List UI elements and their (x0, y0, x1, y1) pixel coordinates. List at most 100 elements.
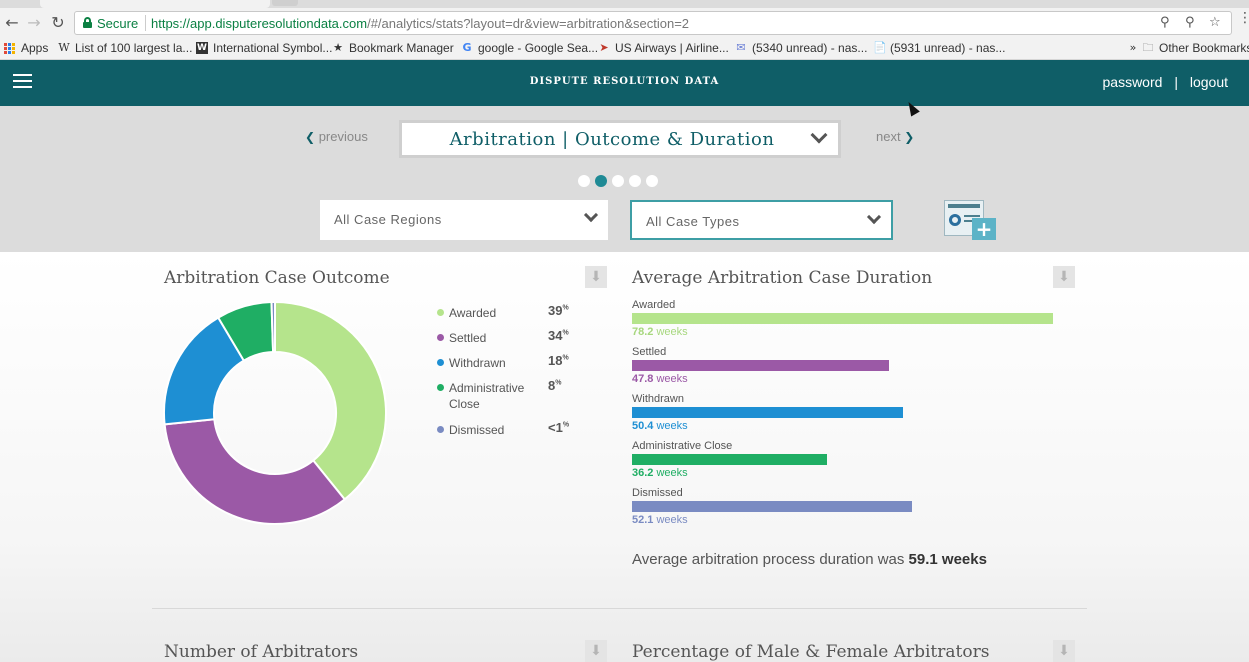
duration-category-label: Settled (632, 346, 667, 358)
duration-number: 52.1 (632, 514, 654, 526)
header-separator: | (1174, 74, 1178, 90)
other-bookmarks[interactable]: » 🗀 Other Bookmarks (1128, 41, 1249, 55)
browser-menu-icon[interactable]: ⋮ (1238, 10, 1249, 26)
duration-bar[interactable] (632, 313, 1053, 324)
bookmark-wikipedia[interactable]: W List of 100 largest la... (58, 41, 192, 55)
header-links: password | logout (1099, 74, 1233, 90)
duration-category-label: Awarded (632, 299, 676, 311)
bookmark-international-symbol[interactable]: W International Symbol... (196, 41, 332, 55)
page-dot[interactable] (629, 175, 641, 187)
duration-value: 52.1 weeks (632, 514, 688, 526)
next-link[interactable]: next ❯ (876, 129, 914, 144)
new-tab-button[interactable] (272, 0, 298, 6)
legend-percent-suffix: % (562, 354, 569, 362)
chevron-down-icon (866, 209, 882, 225)
legend-percent: 8% (548, 378, 561, 393)
bookmark-mail-2[interactable]: 📄 (5931 unread) - nas... (873, 41, 1005, 55)
page-dot[interactable] (595, 175, 607, 187)
legend-label: Settled (449, 331, 487, 345)
page-dot[interactable] (646, 175, 658, 187)
logout-link[interactable]: logout (1189, 74, 1228, 90)
view-select-label: Arbitration | Outcome & Duration (449, 129, 775, 150)
legend-percent-value: 8 (548, 378, 556, 393)
forward-arrow-icon[interactable]: → (27, 13, 41, 32)
bookmark-manager[interactable]: ★ Bookmark Manager (332, 41, 454, 55)
donut-slice-settled[interactable] (163, 418, 347, 525)
legend-swatch (437, 334, 444, 341)
donut-slice-dismissed[interactable] (270, 300, 276, 354)
page-indicator (578, 175, 658, 187)
bookmark-star-icon[interactable]: ☆ (1209, 15, 1221, 30)
legend-percent-suffix: % (562, 421, 570, 429)
download-icon[interactable]: ⬇ (1053, 266, 1075, 288)
previous-label: previous (318, 129, 368, 144)
legend-percent-value: <1 (548, 420, 563, 435)
legend-swatch (437, 426, 444, 433)
download-icon[interactable]: ⬇ (585, 640, 607, 662)
legend-swatch (437, 359, 444, 366)
duration-summary: Average arbitration process duration was… (632, 551, 987, 568)
address-bar[interactable]: Secure https://app.disputeresolutiondata… (74, 11, 1232, 35)
legend-percent-value: 39 (548, 303, 563, 318)
duration-unit: weeks (656, 420, 688, 432)
back-arrow-icon[interactable]: ← (5, 13, 19, 32)
bookmark-us-airways[interactable]: ➤ US Airways | Airline... (598, 41, 728, 55)
menu-icon[interactable] (13, 74, 32, 89)
browser-tab-strip (0, 0, 1249, 8)
app-title: DISPUTE RESOLUTION DATA (529, 76, 720, 87)
legend-percent: 34% (548, 328, 569, 343)
duration-bar[interactable] (632, 454, 827, 465)
reload-icon[interactable]: ↻ (51, 13, 65, 32)
app-header: DISPUTE RESOLUTION DATA password | logou… (0, 60, 1249, 106)
google-icon: G (462, 41, 472, 54)
outcome-donut-chart (163, 300, 387, 525)
region-filter-label: All Case Regions (334, 212, 442, 227)
region-filter-select[interactable]: All Case Regions (320, 200, 608, 240)
bookmark-apps[interactable]: Apps (4, 41, 48, 55)
mail-icon: ✉ (736, 41, 746, 54)
url-path: /#/analytics/stats?layout=dr&view=arbitr… (367, 16, 690, 31)
duration-bar[interactable] (632, 501, 913, 512)
secure-label: Secure (97, 16, 139, 31)
duration-number: 50.4 (632, 420, 654, 432)
legend-percent-suffix: % (562, 304, 569, 312)
legend-label: Administrative Close (449, 381, 525, 411)
download-icon[interactable]: ⬇ (585, 266, 607, 288)
chevron-left-icon: ❮ (305, 130, 316, 144)
duration-unit: weeks (656, 373, 688, 385)
legend-percent-suffix: % (555, 379, 562, 387)
bookmarks-bar: Apps W List of 100 largest la... W Inter… (0, 38, 1249, 60)
type-filter-select[interactable]: All Case Types (630, 200, 893, 240)
duration-category-label: Dismissed (632, 487, 683, 499)
summary-text: Average arbitration process duration was (632, 551, 905, 568)
duration-value: 36.2 weeks (632, 467, 688, 479)
legend-label: Dismissed (449, 423, 505, 437)
donut-slice-awarded[interactable] (274, 300, 387, 501)
duration-bar[interactable] (632, 360, 890, 371)
chevron-right-icon: ❯ (904, 130, 915, 144)
key-icon[interactable]: ⚲ (1160, 15, 1170, 30)
url-origin: https://app.disputeresolutiondata.com (151, 16, 368, 31)
browser-tab-active[interactable] (40, 0, 270, 8)
page-dot[interactable] (612, 175, 624, 187)
legend-swatch (437, 384, 444, 391)
control-band: ❮ previous Arbitration | Outcome & Durat… (0, 106, 1249, 252)
download-icon[interactable]: ⬇ (1053, 640, 1075, 662)
legend-swatch (437, 309, 444, 316)
folder-icon: 🗀 (1142, 41, 1154, 54)
previous-link[interactable]: ❮ previous (305, 129, 368, 144)
url-text[interactable]: https://app.disputeresolutiondata.com/#/… (151, 16, 689, 31)
chevron-double-right-icon: » (1129, 41, 1137, 54)
password-link[interactable]: password (1102, 74, 1163, 90)
bookmark-mail-1[interactable]: ✉ (5340 unread) - nas... (735, 41, 867, 55)
add-chart-button[interactable]: + (944, 200, 998, 244)
duration-value: 50.4 weeks (632, 420, 688, 432)
bookmark-label: International Symbol... (213, 41, 333, 55)
view-select[interactable]: Arbitration | Outcome & Duration (399, 120, 841, 158)
bookmark-google[interactable]: G google - Google Sea... (461, 41, 598, 55)
duration-bar[interactable] (632, 407, 904, 418)
duration-unit: weeks (656, 514, 688, 526)
w-square-icon: W (196, 42, 208, 54)
zoom-icon[interactable]: ⚲ (1185, 15, 1195, 30)
page-dot[interactable] (578, 175, 590, 187)
